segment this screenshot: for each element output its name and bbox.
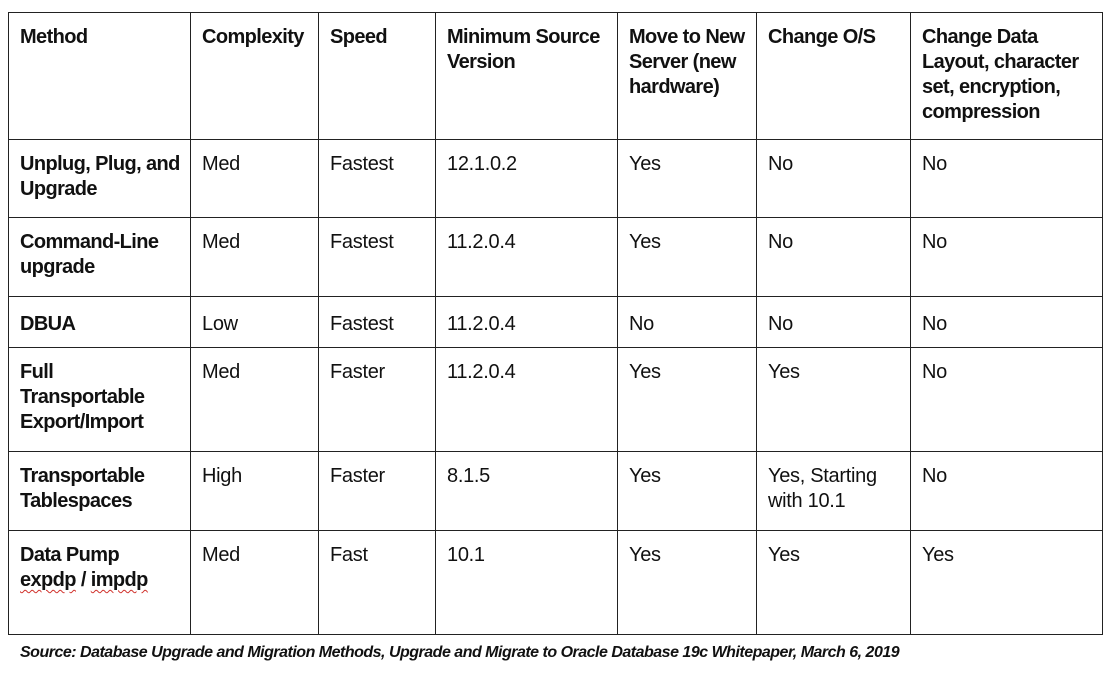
cell-min-version: 12.1.0.2	[435, 139, 618, 218]
misspelled-command-expdp: expdp	[20, 569, 77, 591]
table-row: Data Pump expdp / impdp Med Fast 10.1 Yes…	[8, 530, 1103, 635]
migration-methods-table: Method Complexity Speed Minimum Source V…	[8, 12, 1103, 635]
table-row: Unplug, Plug, and Upgrade Med Fastest 12…	[8, 139, 1103, 218]
cell-change-os: Yes	[756, 347, 911, 452]
table-row: Transportable Tablespaces High Faster 8.…	[8, 451, 1103, 531]
method-name-prefix: Data Pump	[20, 544, 120, 566]
migration-methods-table-container: Method Complexity Speed Minimum Source V…	[8, 12, 1103, 635]
cell-method: Data Pump expdp / impdp	[8, 530, 191, 635]
cell-move-server: No	[617, 296, 757, 348]
column-header-change-os: Change O/S	[756, 12, 911, 140]
table-row: DBUA Low Fastest 11.2.0.4 No No No	[8, 296, 1103, 348]
column-header-move-to-new-server: Move to New Server (new hardware)	[617, 12, 757, 140]
cell-complexity: Med	[190, 217, 319, 297]
cell-min-version: 11.2.0.4	[435, 347, 618, 452]
cell-change-layout: Yes	[910, 530, 1103, 635]
cell-move-server: Yes	[617, 530, 757, 635]
table-row: Full Transportable Export/Import Med Fas…	[8, 347, 1103, 452]
cell-method: Unplug, Plug, and Upgrade	[8, 139, 191, 218]
cell-move-server: Yes	[617, 347, 757, 452]
cell-complexity: Med	[190, 530, 319, 635]
command-separator: /	[75, 569, 91, 591]
cell-change-layout: No	[910, 296, 1103, 348]
cell-move-server: Yes	[617, 451, 757, 531]
column-header-method: Method	[8, 12, 191, 140]
cell-method: Full Transportable Export/Import	[8, 347, 191, 452]
cell-min-version: 11.2.0.4	[435, 217, 618, 297]
cell-move-server: Yes	[617, 139, 757, 218]
cell-speed: Fastest	[318, 296, 436, 348]
misspelled-command-impdp: impdp	[90, 569, 149, 591]
source-caption: Source: Database Upgrade and Migration M…	[20, 644, 900, 661]
cell-speed: Fast	[318, 530, 436, 635]
cell-change-os: No	[756, 217, 911, 297]
cell-change-os: Yes	[756, 530, 911, 635]
cell-method: Transportable Tablespaces	[8, 451, 191, 531]
cell-change-layout: No	[910, 139, 1103, 218]
cell-change-layout: No	[910, 217, 1103, 297]
cell-complexity: Low	[190, 296, 319, 348]
cell-speed: Fastest	[318, 139, 436, 218]
cell-complexity: Med	[190, 347, 319, 452]
column-header-change-data-layout: Change Data Layout, character set, encry…	[910, 12, 1103, 140]
column-header-min-source-version: Minimum Source Version	[435, 12, 618, 140]
column-header-speed: Speed	[318, 12, 436, 140]
cell-change-layout: No	[910, 347, 1103, 452]
table-row: Command-Line upgrade Med Fastest 11.2.0.…	[8, 217, 1103, 297]
cell-min-version: 11.2.0.4	[435, 296, 618, 348]
cell-complexity: Med	[190, 139, 319, 218]
cell-move-server: Yes	[617, 217, 757, 297]
cell-change-os: No	[756, 139, 911, 218]
cell-min-version: 10.1	[435, 530, 618, 635]
column-header-complexity: Complexity	[190, 12, 319, 140]
cell-change-layout: No	[910, 451, 1103, 531]
cell-change-os: No	[756, 296, 911, 348]
cell-speed: Fastest	[318, 217, 436, 297]
cell-complexity: High	[190, 451, 319, 531]
cell-method: DBUA	[8, 296, 191, 348]
cell-speed: Faster	[318, 451, 436, 531]
cell-min-version: 8.1.5	[435, 451, 618, 531]
cell-change-os: Yes, Starting with 10.1	[756, 451, 911, 531]
cell-speed: Faster	[318, 347, 436, 452]
table-header-row: Method Complexity Speed Minimum Source V…	[8, 12, 1103, 140]
cell-method: Command-Line upgrade	[8, 217, 191, 297]
